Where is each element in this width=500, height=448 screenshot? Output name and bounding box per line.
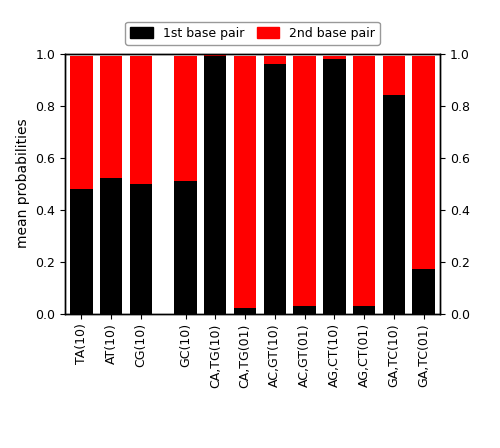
Bar: [323, 59, 345, 314]
Bar: [130, 184, 152, 314]
Y-axis label: mean probabilities: mean probabilities: [16, 119, 30, 249]
Bar: [323, 56, 345, 59]
Bar: [412, 56, 435, 269]
Legend: 1st base pair, 2nd base pair: 1st base pair, 2nd base pair: [125, 22, 380, 45]
Bar: [204, 56, 227, 314]
Bar: [382, 56, 405, 95]
Bar: [234, 56, 256, 308]
Bar: [353, 56, 376, 306]
Bar: [382, 95, 405, 314]
Bar: [353, 306, 376, 314]
Bar: [294, 306, 316, 314]
Bar: [70, 189, 92, 314]
Bar: [174, 181, 197, 314]
Bar: [204, 54, 227, 56]
Bar: [264, 64, 286, 314]
Bar: [100, 56, 122, 178]
Bar: [264, 56, 286, 64]
Bar: [100, 178, 122, 314]
Bar: [70, 56, 92, 189]
Bar: [130, 56, 152, 184]
Bar: [294, 56, 316, 306]
Bar: [412, 269, 435, 314]
Bar: [174, 56, 197, 181]
Bar: [234, 308, 256, 314]
